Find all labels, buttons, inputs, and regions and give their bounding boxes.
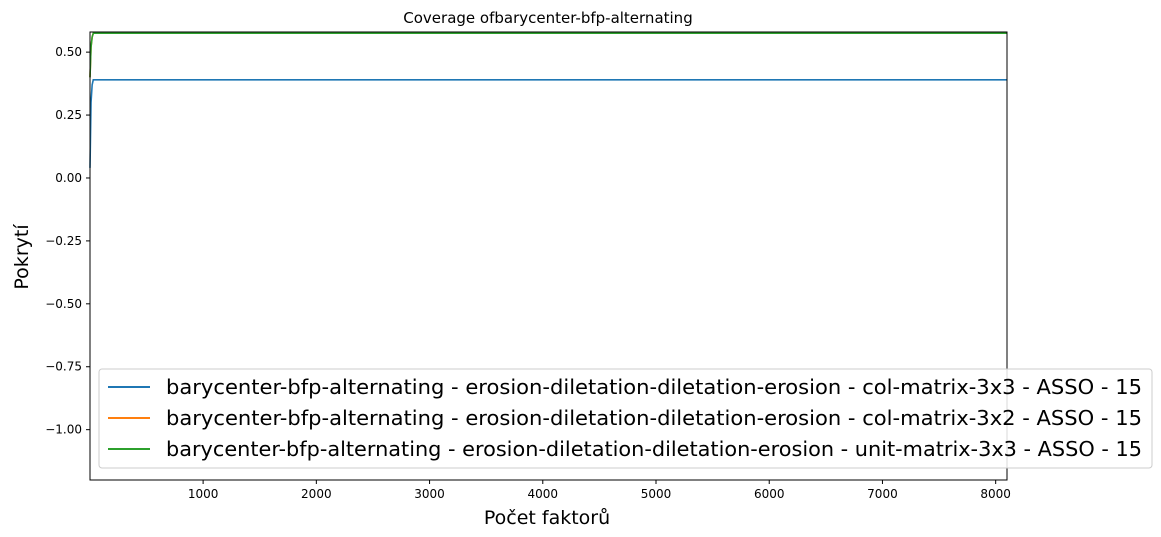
y-tick-label: −1.00: [45, 423, 82, 437]
x-tick-label: 1000: [188, 487, 219, 501]
series-line-1: [89, 79, 1007, 168]
y-axis-title: Pokrytí: [11, 224, 33, 290]
series-line-3: [89, 32, 1007, 78]
y-tick-label: 0.50: [55, 45, 82, 59]
x-tick-label: 8000: [980, 487, 1011, 501]
legend-label: barycenter-bfp-alternating - erosion-dil…: [166, 437, 1142, 461]
x-tick-label: 7000: [867, 487, 898, 501]
y-axis: 0.50 0.25 0.00 −0.25 −0.50 −0.75 −1.00: [45, 45, 90, 437]
legend-box: [98, 368, 1153, 469]
legend: barycenter-bfp-alternating - erosion-dil…: [98, 368, 1153, 469]
y-tick-label: 0.25: [55, 108, 82, 122]
x-tick-label: 6000: [754, 487, 785, 501]
x-tick-label: 2000: [301, 487, 332, 501]
y-tick-label: −0.75: [45, 360, 82, 374]
plot-frame: [89, 31, 1008, 481]
legend-label: barycenter-bfp-alternating - erosion-dil…: [166, 406, 1142, 430]
plot-area: [89, 31, 1008, 481]
chart-title: Coverage ofbarycenter-bfp-alternating: [403, 9, 692, 27]
x-tick-label: 3000: [414, 487, 445, 501]
x-axis-title: Počet faktorů: [484, 507, 610, 529]
y-tick-label: −0.25: [45, 234, 82, 248]
y-tick-label: 0.00: [55, 171, 82, 185]
x-tick-label: 4000: [528, 487, 559, 501]
series-line-2: [89, 32, 1007, 78]
y-tick-label: −0.50: [45, 297, 82, 311]
x-axis: 1000 2000 3000 4000 5000 6000 7000 8000: [188, 480, 1011, 501]
x-tick-label: 5000: [641, 487, 672, 501]
legend-label: barycenter-bfp-alternating - erosion-dil…: [166, 375, 1142, 399]
